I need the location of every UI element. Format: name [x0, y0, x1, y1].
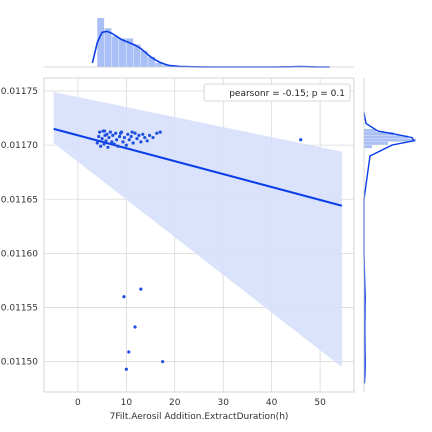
marginal-x-bar [133, 44, 141, 67]
scatter-point [97, 134, 101, 139]
marginal-x-bar [162, 64, 170, 67]
scatter-point [141, 132, 145, 136]
scatter-point [95, 141, 99, 145]
marginal-y-kde-curve [363, 112, 416, 384]
scatter-point [100, 137, 104, 141]
scatter-point [114, 131, 118, 135]
scatter-point [112, 142, 116, 146]
scatter-point [158, 130, 162, 134]
scatter-point [127, 138, 131, 142]
scatter-point [126, 132, 130, 136]
x-tick-label: 50 [314, 398, 326, 408]
scatter-point [137, 133, 141, 137]
scatter-point [135, 137, 139, 141]
scatter-point [118, 131, 123, 135]
marginal-y-bar [364, 145, 372, 149]
y-tick-label: 0.01160 [1, 249, 38, 259]
scatter-point [147, 133, 152, 137]
marginal-x-histogram [97, 18, 306, 68]
scatter-point [133, 131, 137, 135]
marginal-y-histogram [364, 128, 416, 149]
x-tick-labels: 0 10 20 30 40 50 [75, 398, 326, 408]
scatter-point [155, 131, 159, 135]
marginal-x-bar [111, 36, 119, 67]
marginal-x-bar [148, 56, 156, 67]
scatter-point [139, 140, 143, 144]
scatter-point [145, 139, 149, 143]
scatter-point [98, 130, 102, 134]
marginal-x-bar [97, 18, 105, 67]
main-plot: 0 10 20 30 40 50 0.01150 0.01155 0.01160 0.01165… [1, 77, 355, 422]
x-tick-label: 10 [121, 398, 133, 408]
scatter-point [111, 133, 115, 137]
confidence-band [53, 92, 342, 368]
y-tick-labels: 0.01150 0.01155 0.01160 0.01165 0.01170 0.011… [1, 87, 38, 368]
marginal-x-bar [126, 38, 134, 67]
scatter-point [161, 360, 165, 364]
scatter-points [95, 129, 303, 371]
scatter-point [116, 144, 120, 148]
scatter-point [115, 138, 119, 142]
x-axis-label: 7Filt.Aerosil Addition.ExtractDuration(h… [110, 412, 289, 422]
scatter-point [107, 135, 111, 140]
marginal-x-bar [104, 28, 112, 68]
scatter-point [105, 132, 109, 136]
legend-text: pearsonr = -0.15; p = 0.1 [229, 89, 345, 99]
marginal-y-bar [364, 141, 388, 145]
x-tick-label: 0 [75, 398, 81, 408]
scatter-point [102, 129, 107, 133]
x-tick-label: 40 [266, 398, 278, 408]
x-tick-label: 30 [217, 398, 229, 408]
scatter-point [104, 139, 108, 143]
scatter-point [124, 143, 128, 147]
y-tick-label: 0.01165 [1, 195, 38, 205]
y-tick-label: 0.01170 [1, 141, 38, 151]
scatter-point [122, 135, 127, 140]
marginal-x-panel [44, 18, 354, 68]
scatter-point [122, 295, 126, 299]
y-tick-label: 0.01155 [1, 304, 38, 314]
scatter-point [117, 134, 122, 139]
marginal-y-bar [364, 138, 416, 142]
y-tick-label: 0.01175 [1, 87, 38, 97]
marginal-x-bar [119, 38, 126, 67]
scatter-point [106, 145, 110, 149]
y-tick-label: 0.01150 [1, 358, 38, 368]
scatter-point [151, 135, 155, 140]
regression-line [53, 127, 343, 207]
scatter-point [110, 140, 114, 144]
marginal-x-bar [155, 62, 163, 67]
scatter-point [143, 135, 147, 140]
legend-box [203, 83, 351, 102]
scatter-point [127, 350, 131, 354]
scatter-point [133, 325, 137, 329]
scatter-point [108, 130, 112, 134]
scatter-point [99, 144, 103, 148]
scatter-point [124, 367, 128, 371]
marginal-y-bar [364, 132, 394, 136]
x-tick-label: 20 [169, 398, 181, 408]
scatter-point [129, 134, 133, 139]
marginal-y-bar [364, 128, 376, 132]
scatter-point [130, 130, 134, 134]
scatter-point [102, 142, 106, 146]
marginal-y-panel [363, 78, 416, 392]
scatter-point [131, 141, 135, 145]
marginal-y-bar [364, 135, 408, 139]
legend: pearsonr = -0.15; p = 0.1 [203, 83, 351, 102]
scatter-point [139, 287, 143, 291]
scatter-point [121, 140, 125, 144]
marginal-x-bar [140, 50, 148, 67]
scatter-point [299, 138, 303, 142]
